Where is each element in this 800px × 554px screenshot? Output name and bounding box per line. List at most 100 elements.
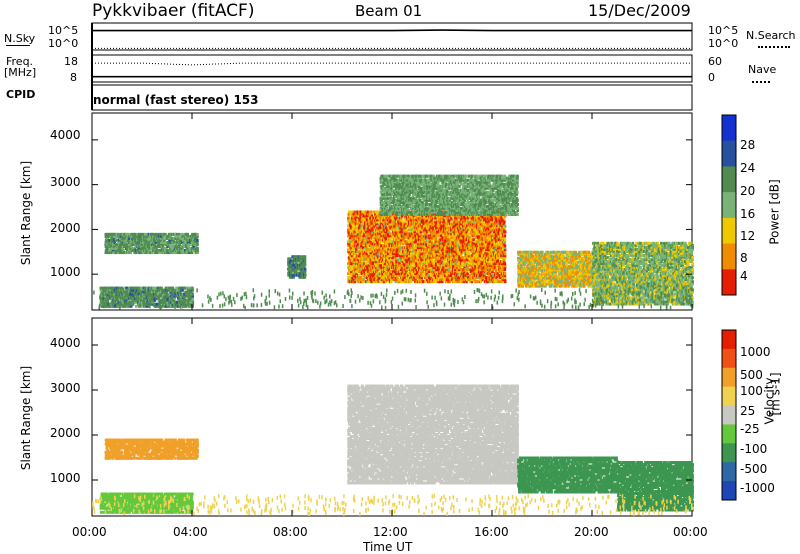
power-cell [405,220,408,224]
power-cell [351,262,355,266]
power-cell [392,230,396,234]
power-cell [106,249,110,253]
power-cell [184,238,188,242]
power-cell [410,260,414,264]
power-cell [352,214,355,218]
power-cell [352,268,356,272]
power-cell [360,240,364,244]
nave-tick-top: 60 [708,56,722,67]
power-cell [115,251,118,255]
power-cell [394,266,398,270]
power-cell [410,270,414,274]
power-cell [107,242,110,246]
power-cell [385,250,389,254]
power-cell [392,218,395,222]
power-cell [403,262,407,266]
power-cell [110,249,113,253]
power-cell [165,242,168,246]
power-cell [348,236,352,240]
power-cell [385,240,389,244]
power-cell [192,249,196,253]
power-cell [408,256,411,260]
power-cell [353,212,356,216]
power-cbar-tick: 16 [740,208,755,220]
power-cell [371,270,374,274]
power-cell [292,275,296,279]
power-cell [367,250,371,254]
power-cell [412,258,415,262]
power-cell [189,288,192,292]
power-cell [476,280,479,284]
power-cell [178,294,181,298]
power-cell [353,264,357,268]
power-cell [129,304,133,308]
power-cell [168,292,172,296]
nsearch-label: N.Search [746,30,796,41]
power-cell [347,220,350,224]
power-cell [350,254,354,258]
power-cell [375,220,379,224]
power-cell [123,240,126,244]
freq-tick-bottom: 8 [70,72,77,83]
power-cell [375,244,379,248]
power-cell [185,292,188,296]
power-cell [374,212,377,216]
power-cell [179,294,183,298]
power-cell [390,254,394,258]
power-cell [303,261,307,265]
power-cell [177,296,180,300]
power-cell [108,251,111,255]
power-cell [101,290,104,294]
power-cell [135,304,138,308]
power-cell [181,240,184,244]
x-tick: 04:00 [173,526,208,538]
power-cell [173,300,177,304]
power-cell [109,238,113,242]
freq-panel [91,54,693,83]
power-cell [375,276,379,280]
power-cell [378,256,382,260]
power-cell [358,270,362,274]
power-cell [361,236,365,240]
power-cell [405,262,408,266]
power-cell [128,290,131,294]
power-cell [189,242,192,246]
power-cell [352,272,355,276]
beam-label: Beam 01 [355,4,422,19]
power-cell [371,230,374,234]
power-cell [102,298,105,302]
power-cell [376,274,380,278]
power-cell [358,252,362,256]
power-cell [380,252,383,256]
power-cell [402,232,405,236]
power-cell [390,272,393,276]
power-cell [353,224,357,228]
power-cell [183,296,186,300]
power-cell [170,304,174,308]
power-cell [387,268,391,272]
power-cell [130,244,133,248]
power-cell [128,234,132,238]
power-cell [165,236,169,240]
power-cell [393,226,396,230]
power-cell [146,296,150,300]
power-cell [352,236,356,240]
power-cell [303,271,307,275]
power-cell [396,246,400,250]
power-cell [378,258,382,262]
power-cell [367,224,371,228]
power-cell [407,216,410,220]
power-cell [372,248,375,252]
power-cell [162,251,165,255]
power-cell [158,242,161,246]
power-cell [366,266,369,270]
velocity-ytick: 3000 [50,382,81,394]
power-cell [409,234,412,238]
power-cell [383,218,386,222]
power-cell [400,236,404,240]
power-cell [405,224,408,228]
power-cell [383,256,386,260]
power-cell [172,298,176,302]
power-cell [360,272,364,276]
power-cell [410,230,413,234]
